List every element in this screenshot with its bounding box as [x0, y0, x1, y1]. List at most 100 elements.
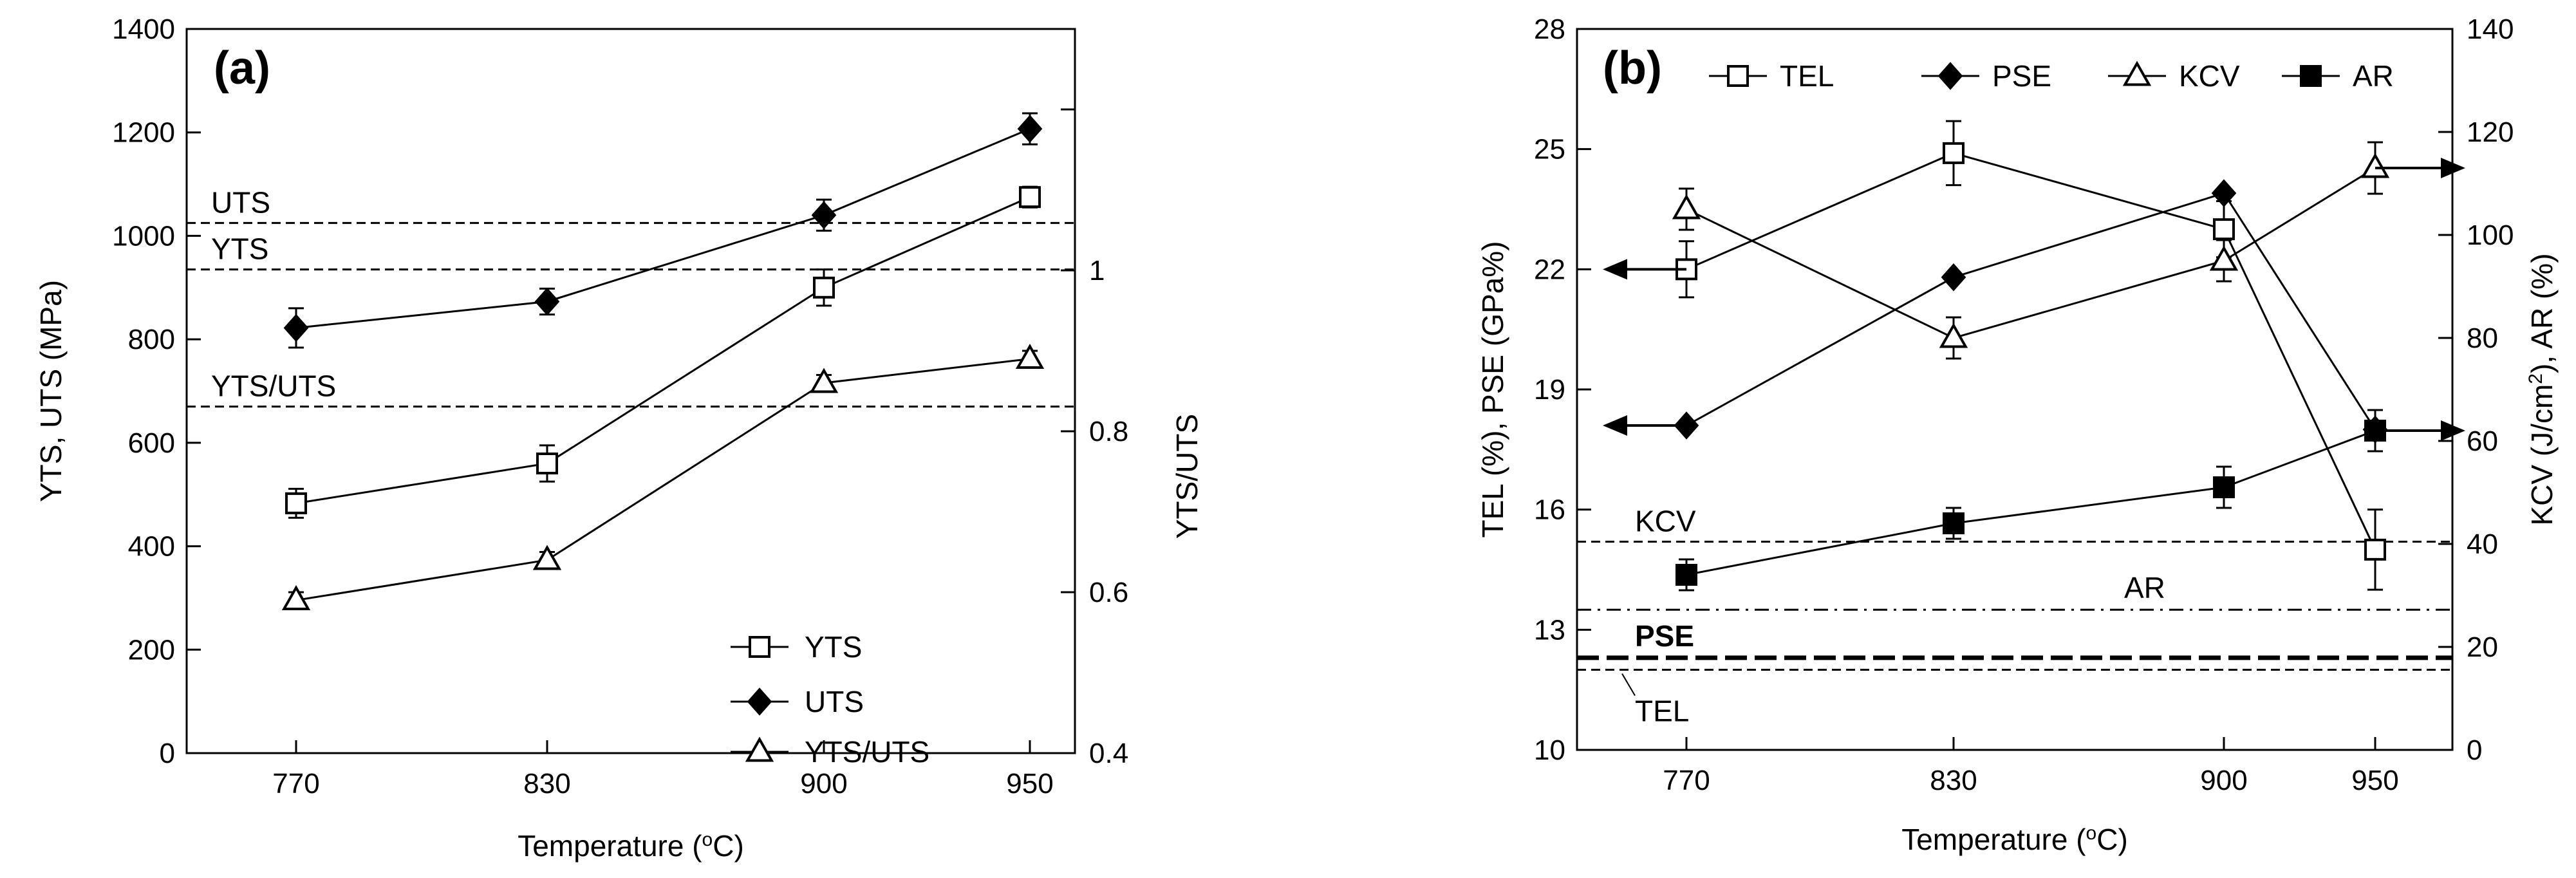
x-tick-label: 770 [1663, 765, 1710, 796]
y2-tick-label: 0 [2467, 734, 2482, 766]
x-tick-label: 830 [523, 768, 570, 799]
y-axis-title: YTS, UTS (MPa) [34, 280, 68, 502]
y2-tick-label: 0.4 [1089, 738, 1128, 769]
x-axis-title: Temperature (oC) [1901, 823, 2128, 857]
y-tick-label: 1400 [112, 14, 175, 45]
y2-tick-label: 1 [1089, 255, 1105, 286]
x-tick-label: 770 [272, 768, 319, 799]
chart-panel-a: 0 200 400 600 800 1000 1200 1400 0.4 0.6 0.8 1 770 83… [34, 14, 1204, 863]
data-point [285, 492, 307, 514]
data-point [813, 276, 835, 299]
data-point [2364, 538, 2386, 561]
y2-tick-label: 100 [2467, 220, 2514, 251]
reference-line-label: PSE [1635, 619, 1694, 653]
data-point [2213, 476, 2235, 498]
y-tick-label: 600 [128, 427, 175, 459]
data-point [809, 368, 839, 393]
legend-marker [2122, 61, 2152, 86]
plot-frame [1576, 28, 2454, 751]
chart-panel-b: 10 13 16 19 22 25 28 0 20 40 60 80 100 120 140 770 830 90… [1476, 14, 2559, 856]
series-line-ar [1686, 429, 2376, 576]
y-tick-label: 16 [1534, 494, 1565, 526]
y2-tick-label: 120 [2467, 117, 2514, 148]
plot-frame [185, 28, 1076, 754]
data-point [1019, 186, 1041, 209]
reference-line-label: TEL [1635, 695, 1689, 728]
x-tick-label: 900 [800, 768, 847, 799]
y-tick-label: 200 [128, 634, 175, 666]
legend-marker [745, 736, 774, 762]
y2-tick-label: 0.6 [1089, 577, 1128, 608]
y-tick-label: 10 [1534, 734, 1565, 766]
legend-marker [2300, 65, 2322, 87]
legend-label: AR [2353, 59, 2394, 93]
data-point [283, 313, 309, 342]
y2-tick-label: 140 [2467, 14, 2514, 45]
legend-label: PSE [1992, 59, 2051, 93]
legend-marker [1727, 65, 1749, 87]
data-point [1017, 115, 1043, 143]
y-tick-label: 25 [1534, 134, 1565, 165]
x-tick-label: 900 [2200, 765, 2247, 796]
series-line-uts [295, 127, 1031, 329]
y2-tick-label: 20 [2467, 631, 2498, 663]
axis-arrow-head [2441, 158, 2465, 178]
reference-line-label: AR [2124, 571, 2165, 604]
axis-arrow-head [1603, 415, 1627, 436]
series-line-pse [1686, 192, 2376, 431]
legend-marker [1937, 62, 1963, 90]
data-point [281, 584, 311, 610]
series-line-kcv [1686, 167, 2376, 339]
y-tick-label: 400 [128, 531, 175, 563]
data-point [534, 287, 560, 316]
data-point [1675, 564, 1697, 586]
x-tick-label: 950 [1006, 768, 1053, 799]
reference-leader [1621, 673, 1636, 696]
x-tick-label: 830 [1930, 765, 1977, 796]
data-point [2360, 153, 2390, 178]
reference-line-label: UTS [211, 185, 270, 219]
y-tick-label: 13 [1534, 614, 1565, 646]
legend-marker [749, 636, 770, 658]
data-point [811, 201, 837, 230]
legend-label: TEL [1780, 59, 1834, 93]
panel-label: (b) [1603, 42, 1662, 94]
y2-tick-label: 40 [2467, 528, 2498, 560]
series-line-yts-uts [295, 358, 1031, 601]
axis-arrow-head [1603, 259, 1627, 280]
legend-label: YTS/UTS [805, 735, 929, 769]
y2-axis-title: KCV (J/cm2), AR (%) [2525, 253, 2559, 525]
data-point [2211, 179, 2237, 207]
data-point [1015, 343, 1045, 369]
y2-tick-label: 0.8 [1089, 416, 1128, 447]
data-point [1943, 512, 1965, 534]
legend-label: KCV [2179, 59, 2240, 93]
y-axis-title: TEL (%), PSE (GPa%) [1476, 241, 1509, 538]
y-tick-label: 19 [1534, 374, 1565, 406]
y-tick-label: 28 [1534, 14, 1565, 45]
panel-label: (a) [214, 42, 270, 94]
y2-tick-label: 60 [2467, 425, 2498, 457]
data-point [1939, 322, 1968, 348]
data-point [2209, 245, 2239, 271]
data-point [1672, 194, 1701, 220]
legend-label: YTS [805, 630, 862, 664]
y-tick-label: 0 [160, 738, 175, 769]
y2-tick-label: 80 [2467, 322, 2498, 354]
legend-label: UTS [805, 685, 864, 718]
y2-axis-title: YTS/UTS [1170, 414, 1204, 539]
reference-line-label: KCV [1635, 504, 1696, 537]
reference-line-label: YTS [211, 232, 268, 266]
data-point [1941, 263, 1966, 292]
axis-arrow-head [2441, 420, 2465, 441]
x-tick-label: 950 [2351, 765, 2398, 796]
legend-marker [747, 687, 772, 716]
series-line-tel [1686, 152, 2376, 550]
y-tick-label: 22 [1534, 254, 1565, 285]
data-point [2213, 218, 2235, 241]
y-tick-label: 1000 [112, 220, 175, 252]
data-point [532, 545, 562, 570]
reference-line-label: YTS/UTS [211, 369, 336, 403]
data-point [1943, 142, 1965, 164]
